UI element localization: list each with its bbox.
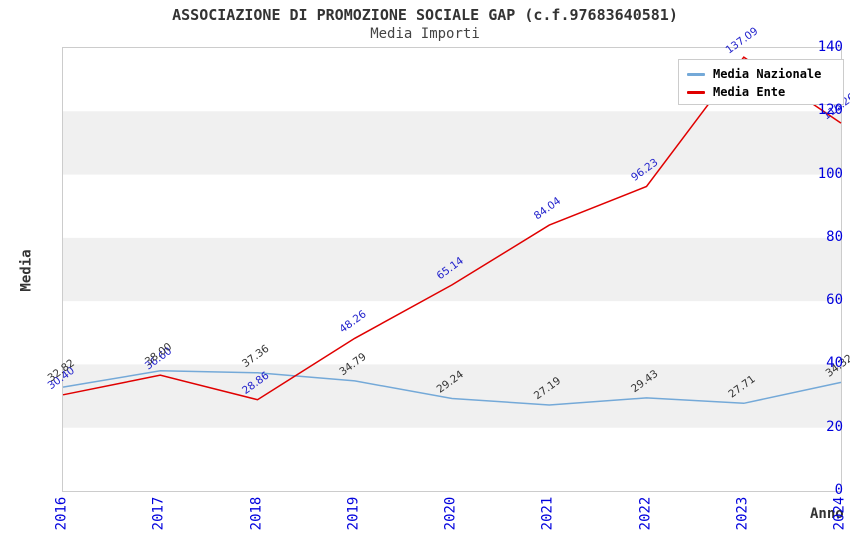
legend-label-nazionale: Media Nazionale [713, 67, 822, 81]
line-swatch-nazionale [687, 72, 705, 76]
data-label-ente: 84.04 [532, 195, 564, 223]
data-label-ente: 48.26 [337, 308, 369, 336]
grid-band [63, 111, 841, 175]
legend-item-media-ente: Media Ente [687, 83, 843, 101]
x-tick-label: 2021 [539, 496, 556, 531]
grid-band [63, 237, 841, 302]
y-tick-label: 20 [826, 418, 843, 435]
x-tick-label: 2018 [248, 496, 264, 531]
y-tick-label: 40 [826, 355, 843, 372]
x-tick-label: 2019 [345, 496, 362, 531]
line-swatch-ente [687, 90, 705, 94]
y-axis-title: Media [18, 249, 35, 292]
y-tick-label: 60 [826, 292, 843, 309]
line-chart: 30.4036.6028.8648.2665.1484.0496.23137.0… [46, 25, 850, 428]
x-tick-label: 2023 [734, 496, 751, 531]
legend-label-ente: Media Ente [713, 85, 786, 99]
y-tick-label: 120 [817, 102, 843, 119]
y-tick-label: 80 [826, 228, 843, 245]
x-tick-label: 2022 [637, 496, 653, 531]
y-tick-label: 140 [817, 39, 843, 55]
x-tick-label: 2017 [150, 496, 167, 531]
x-tick-label: 2020 [442, 496, 459, 531]
chart-title: ASSOCIAZIONE DI PROMOZIONE SOCIALE GAP (… [172, 6, 678, 24]
chart-subtitle: Media Importi [370, 26, 480, 42]
plot-area: 30.40 36.60 28.86 48.26 65.14 84.04 96.23 137.0… [46, 25, 850, 492]
y-tick-label: 100 [817, 165, 843, 182]
legend: Media Nazionale Media Ente [678, 59, 844, 105]
x-axis-title: Anno [810, 506, 844, 522]
series-line-ente [62, 56, 842, 401]
grid-band [63, 364, 841, 428]
y-tick-label: 0 [834, 482, 843, 498]
x-tick-label: 2024 [831, 496, 848, 531]
x-tick-label: 2016 [53, 496, 70, 531]
legend-item-media-nazionale: Media Nazionale [687, 65, 843, 83]
series-line-nazionale [62, 370, 842, 406]
